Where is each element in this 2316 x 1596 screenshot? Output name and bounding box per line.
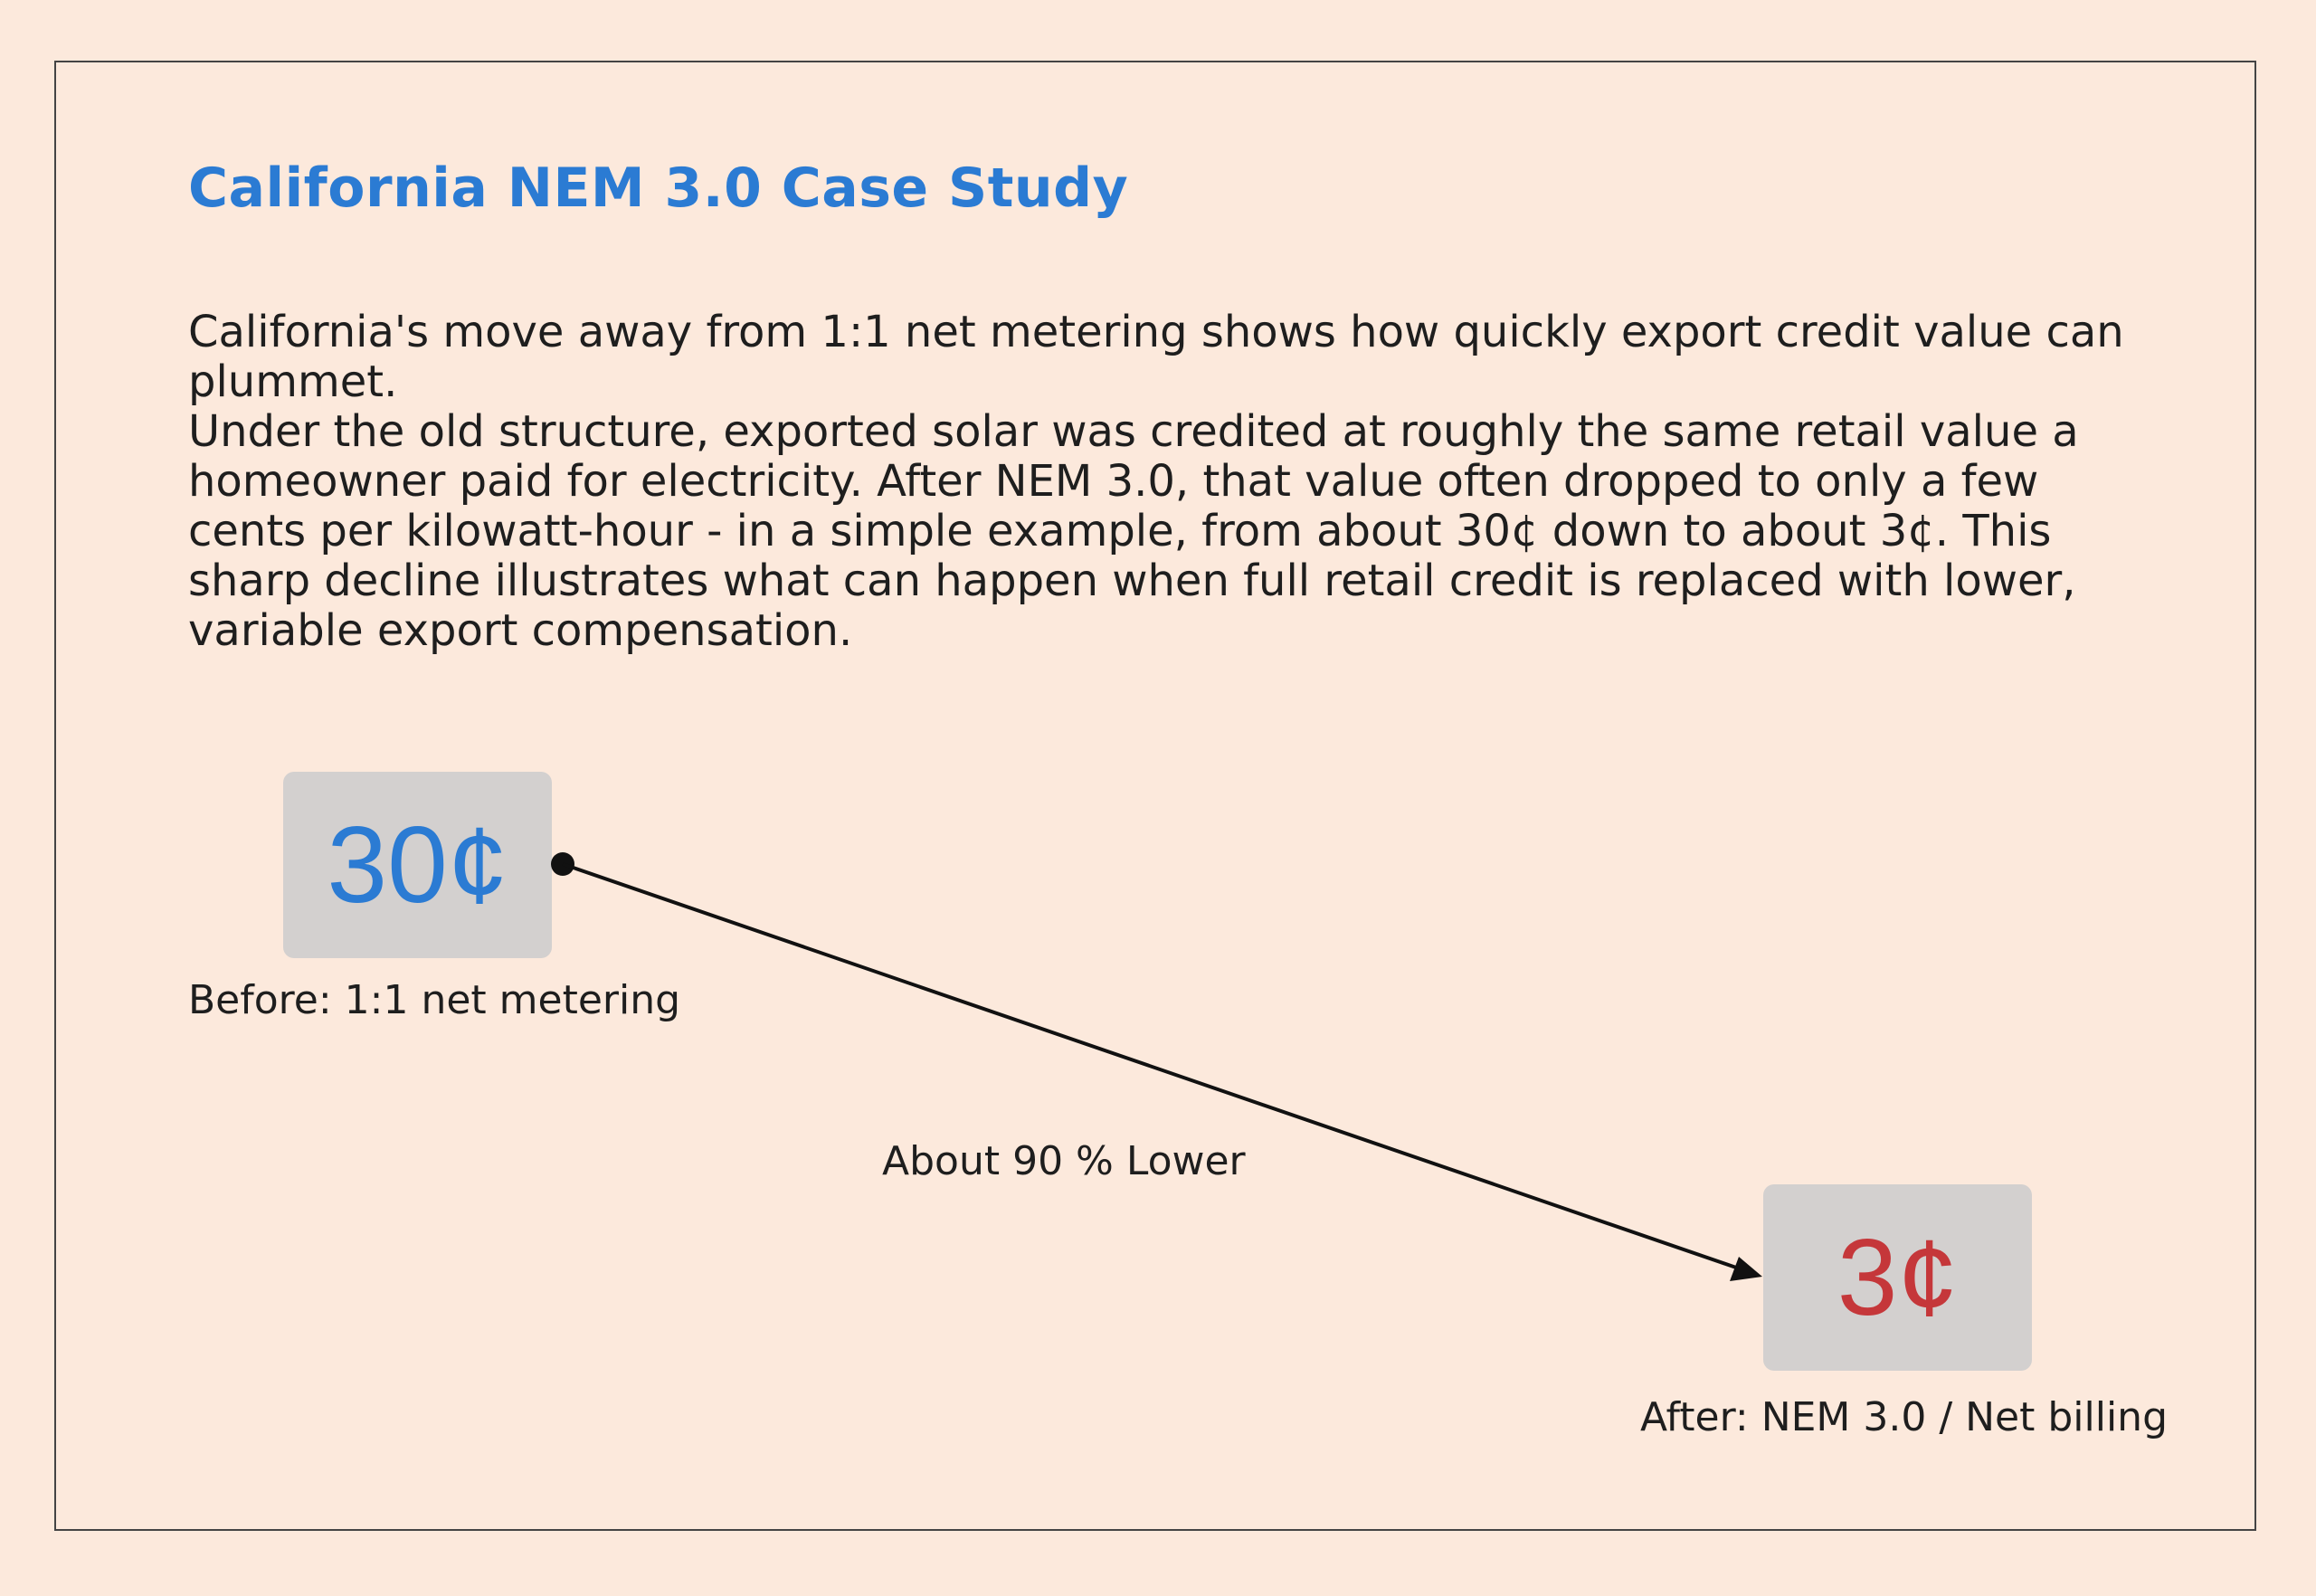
slide-frame <box>54 61 2256 1531</box>
description-paragraph-1: California's move away from 1:1 net mete… <box>188 307 2124 407</box>
before-value-box: 30¢ <box>283 772 552 958</box>
after-caption: After: NEM 3.0 / Net billing <box>1640 1394 2168 1440</box>
after-value-box: 3¢ <box>1763 1184 2032 1371</box>
after-value: 3¢ <box>1837 1217 1959 1338</box>
page-title: California NEM 3.0 Case Study <box>188 157 1129 220</box>
description-paragraph-2: Under the old structure, exported solar … <box>188 406 2079 656</box>
description: California's move away from 1:1 net mete… <box>188 308 2160 656</box>
before-caption: Before: 1:1 net metering <box>188 977 681 1023</box>
change-label: About 90 % Lower <box>882 1138 1246 1184</box>
before-value: 30¢ <box>327 804 508 926</box>
